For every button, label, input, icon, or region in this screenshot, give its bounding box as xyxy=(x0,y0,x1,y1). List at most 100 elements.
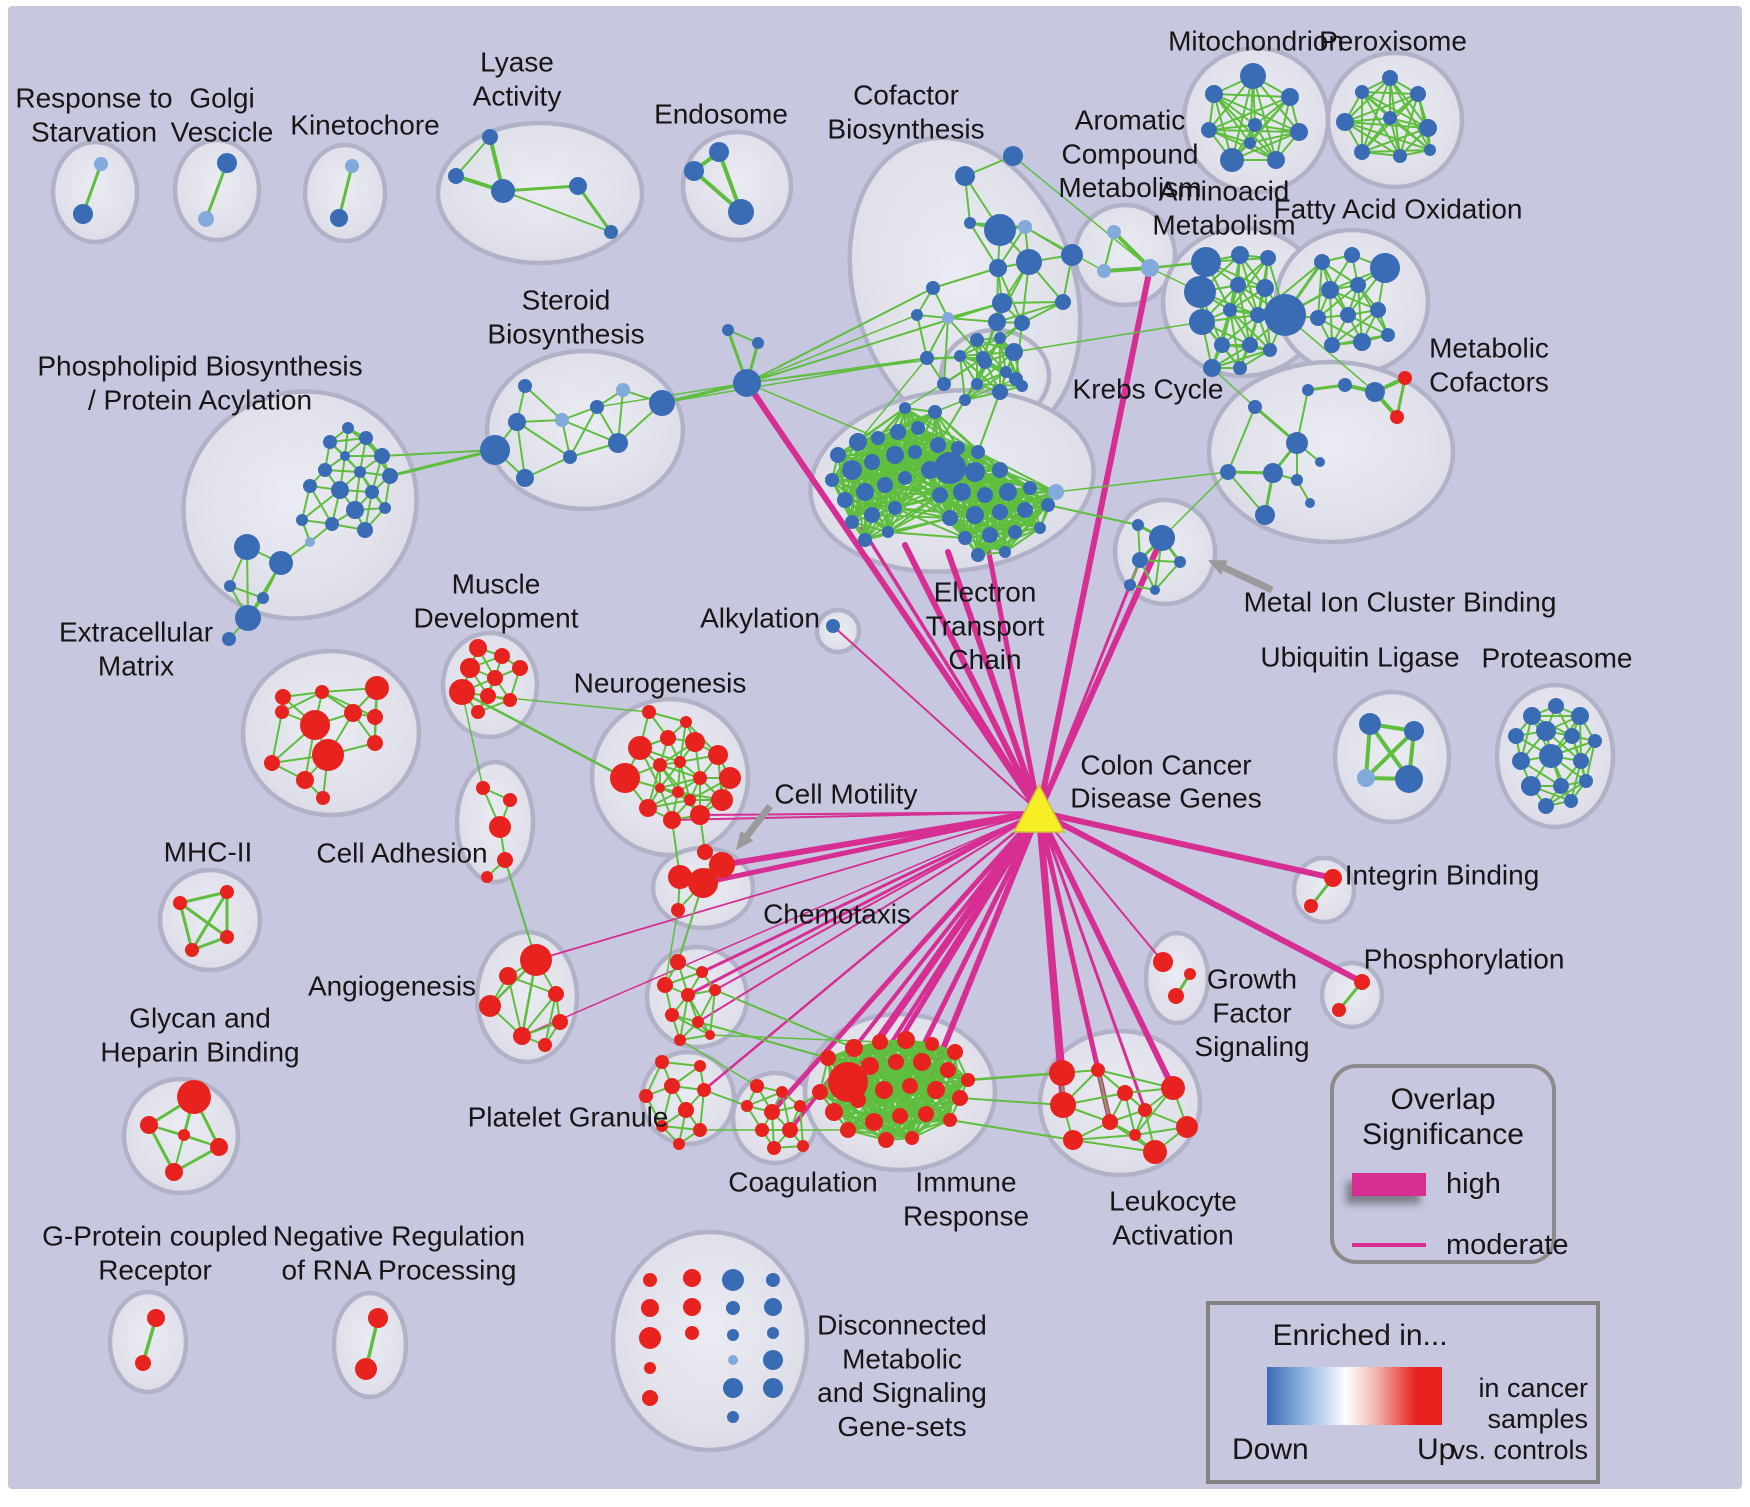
gene-set-node[interactable] xyxy=(147,1309,165,1327)
gene-set-node[interactable] xyxy=(1336,113,1354,131)
gene-set-node[interactable] xyxy=(1267,151,1285,169)
gene-set-node[interactable] xyxy=(469,639,487,657)
gene-set-node[interactable] xyxy=(460,658,480,678)
gene-set-node[interactable] xyxy=(1359,713,1381,735)
gene-set-node[interactable] xyxy=(1256,279,1274,297)
gene-set-node[interactable] xyxy=(708,745,728,765)
gene-set-node[interactable] xyxy=(1230,277,1246,293)
gene-set-node[interactable] xyxy=(210,1138,228,1156)
gene-set-node[interactable] xyxy=(820,1050,836,1066)
gene-set-node[interactable] xyxy=(1132,552,1148,568)
gene-set-node[interactable] xyxy=(1205,85,1223,103)
gene-set-node[interactable] xyxy=(641,1299,659,1317)
gene-set-node[interactable] xyxy=(1340,307,1356,323)
gene-set-node[interactable] xyxy=(1571,707,1589,725)
gene-set-node[interactable] xyxy=(766,1273,780,1287)
gene-set-node[interactable] xyxy=(1324,869,1342,887)
gene-set-node[interactable] xyxy=(970,333,984,347)
gene-set-node[interactable] xyxy=(217,153,237,173)
gene-set-node[interactable] xyxy=(555,413,569,427)
gene-set-node[interactable] xyxy=(918,1106,934,1122)
gene-set-node[interactable] xyxy=(1508,728,1524,744)
gene-set-node[interactable] xyxy=(920,351,934,365)
gene-set-node[interactable] xyxy=(1203,359,1221,377)
gene-set-node[interactable] xyxy=(992,462,1008,478)
gene-set-node[interactable] xyxy=(480,435,510,465)
gene-set-node[interactable] xyxy=(367,709,383,725)
gene-set-node[interactable] xyxy=(952,1090,968,1106)
gene-set-node[interactable] xyxy=(872,1034,888,1050)
gene-set-node[interactable] xyxy=(871,431,885,445)
gene-set-node[interactable] xyxy=(345,159,359,173)
gene-set-node[interactable] xyxy=(323,435,337,449)
gene-set-node[interactable] xyxy=(989,259,1007,277)
gene-set-node[interactable] xyxy=(1390,410,1404,424)
gene-set-node[interactable] xyxy=(1220,464,1236,480)
gene-set-node[interactable] xyxy=(1242,337,1258,353)
gene-set-node[interactable] xyxy=(1176,1116,1198,1138)
gene-set-node[interactable] xyxy=(728,1355,738,1365)
gene-set-node[interactable] xyxy=(727,1329,739,1341)
gene-set-node[interactable] xyxy=(902,1078,918,1094)
gene-set-node[interactable] xyxy=(1184,968,1196,980)
gene-set-node[interactable] xyxy=(966,506,984,524)
gene-set-node[interactable] xyxy=(1189,309,1215,335)
gene-set-node[interactable] xyxy=(683,1269,701,1287)
gene-set-node[interactable] xyxy=(235,605,261,631)
disease-genes-hub[interactable] xyxy=(1012,783,1066,833)
gene-set-node[interactable] xyxy=(830,447,846,463)
gene-set-node[interactable] xyxy=(315,685,329,699)
gene-set-node[interactable] xyxy=(999,546,1011,558)
gene-set-node[interactable] xyxy=(726,1301,740,1315)
gene-set-node[interactable] xyxy=(1048,484,1064,500)
gene-set-node[interactable] xyxy=(1536,721,1556,741)
gene-set-node[interactable] xyxy=(955,166,975,186)
gene-set-node[interactable] xyxy=(942,312,954,324)
gene-set-node[interactable] xyxy=(683,1298,701,1316)
gene-set-node[interactable] xyxy=(503,693,517,707)
gene-set-node[interactable] xyxy=(1263,463,1283,483)
gene-set-node[interactable] xyxy=(548,986,564,1002)
gene-set-node[interactable] xyxy=(1255,505,1275,525)
gene-set-node[interactable] xyxy=(220,885,234,899)
gene-set-node[interactable] xyxy=(1244,137,1256,149)
gene-set-node[interactable] xyxy=(840,1122,856,1138)
gene-set-node[interactable] xyxy=(825,473,839,487)
gene-set-node[interactable] xyxy=(728,199,754,225)
gene-set-node[interactable] xyxy=(1315,457,1325,467)
gene-set-node[interactable] xyxy=(1304,899,1318,913)
gene-set-node[interactable] xyxy=(508,413,526,431)
gene-set-node[interactable] xyxy=(1332,1003,1346,1017)
gene-set-node[interactable] xyxy=(1201,122,1217,138)
gene-set-node[interactable] xyxy=(930,437,946,453)
gene-set-node[interactable] xyxy=(296,514,308,526)
gene-set-node[interactable] xyxy=(503,793,517,807)
gene-set-node[interactable] xyxy=(1124,579,1136,591)
gene-set-node[interactable] xyxy=(1523,707,1541,725)
gene-set-node[interactable] xyxy=(264,755,280,771)
gene-set-node[interactable] xyxy=(1553,778,1569,794)
gene-set-node[interactable] xyxy=(937,377,951,391)
gene-set-node[interactable] xyxy=(992,504,1008,520)
gene-set-node[interactable] xyxy=(1579,774,1593,788)
gene-set-node[interactable] xyxy=(1161,1076,1185,1100)
gene-set-node[interactable] xyxy=(888,501,902,515)
gene-set-node[interactable] xyxy=(927,1081,945,1099)
gene-set-node[interactable] xyxy=(763,1350,783,1370)
gene-set-node[interactable] xyxy=(709,852,735,878)
gene-set-node[interactable] xyxy=(1354,974,1370,990)
gene-set-node[interactable] xyxy=(897,1031,915,1049)
gene-set-node[interactable] xyxy=(318,463,332,477)
gene-set-node[interactable] xyxy=(305,537,315,547)
gene-set-node[interactable] xyxy=(709,984,721,996)
gene-set-node[interactable] xyxy=(569,177,587,195)
gene-set-node[interactable] xyxy=(616,383,630,397)
gene-set-node[interactable] xyxy=(1291,474,1303,486)
gene-set-node[interactable] xyxy=(911,309,923,321)
gene-set-node[interactable] xyxy=(487,670,503,686)
gene-set-node[interactable] xyxy=(964,217,976,229)
gene-set-node[interactable] xyxy=(685,1326,699,1340)
gene-set-node[interactable] xyxy=(685,732,705,752)
gene-set-node[interactable] xyxy=(812,1084,828,1100)
gene-set-node[interactable] xyxy=(224,580,236,592)
